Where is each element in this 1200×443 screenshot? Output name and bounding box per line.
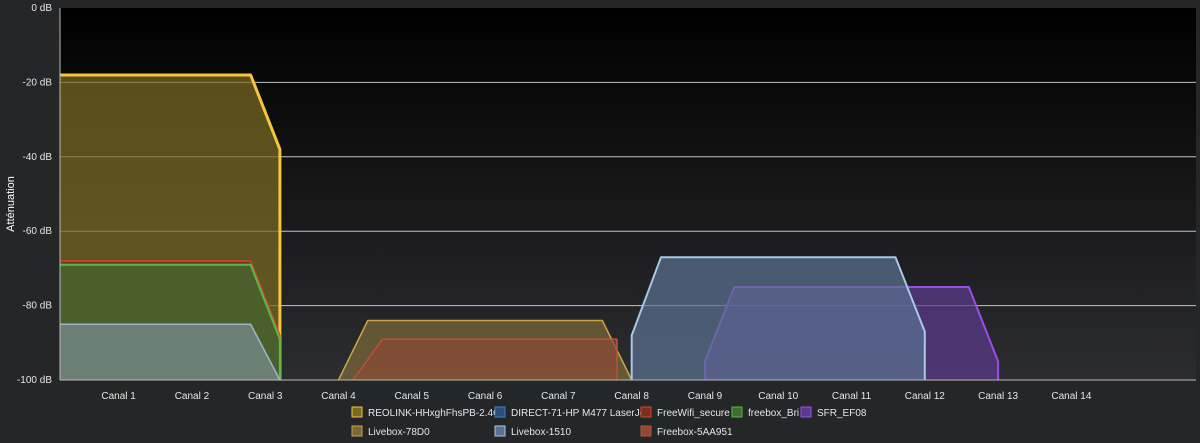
x-tick-label: Canal 6 xyxy=(468,391,503,402)
legend: REOLINK-HHxghFhsPB-2.4G DIRECT-71-HP M477… xyxy=(351,406,867,438)
y-tick-label: -60 dB xyxy=(23,226,53,237)
x-tick-label: Canal 9 xyxy=(688,391,723,402)
legend-label: SFR_EF08 xyxy=(817,408,867,419)
legend-label: Freebox-5AA951 xyxy=(657,427,733,438)
x-tick-labels: Canal 1 Canal 2 Canal 3 Canal 4 Canal 5 Canal… xyxy=(101,391,1091,402)
legend-label: Livebox-78D0 xyxy=(368,427,430,438)
series-8 xyxy=(60,323,281,381)
x-tick-label: Canal 5 xyxy=(395,391,430,402)
legend-item[interactable]: DIRECT-71-HP M477 LaserJet xyxy=(494,406,648,419)
x-tick-label: Canal 4 xyxy=(321,391,356,402)
x-tick-label: Canal 13 xyxy=(978,391,1018,402)
legend-label: freebox_Bri xyxy=(748,408,799,419)
legend-item[interactable]: FreeWifi_secure xyxy=(640,406,730,419)
legend-item[interactable]: REOLINK-HHxghFhsPB-2.4G xyxy=(351,406,501,419)
legend-label: Livebox-1510 xyxy=(511,427,571,438)
y-tick-labels: 0 dB -20 dB -40 dB -60 dB -80 dB -100 dB xyxy=(17,3,52,386)
legend-item[interactable]: Livebox-1510 xyxy=(494,425,571,438)
x-tick-label: Canal 1 xyxy=(101,391,136,402)
legend-swatch xyxy=(351,406,363,418)
series-7 xyxy=(352,338,618,381)
y-tick-label: -20 dB xyxy=(23,77,53,88)
series-areas xyxy=(60,73,1000,381)
legend-swatch xyxy=(731,406,743,418)
x-tick-label: Canal 7 xyxy=(541,391,576,402)
series-6 xyxy=(630,256,926,380)
legend-swatch xyxy=(494,406,506,418)
x-tick-label: Canal 3 xyxy=(248,391,283,402)
y-tick-label: -100 dB xyxy=(17,375,52,386)
x-tick-label: Canal 8 xyxy=(614,391,649,402)
y-tick-label: -80 dB xyxy=(23,301,53,312)
series-area xyxy=(631,257,925,380)
legend-label: DIRECT-71-HP M477 LaserJet xyxy=(511,408,648,419)
legend-item[interactable]: Livebox-78D0 xyxy=(351,425,430,438)
legend-item[interactable]: freebox_Bri xyxy=(731,406,799,419)
legend-swatch xyxy=(800,406,812,418)
x-tick-label: Canal 2 xyxy=(175,391,210,402)
x-tick-label: Canal 12 xyxy=(905,391,945,402)
x-tick-label: Canal 14 xyxy=(1051,391,1091,402)
legend-swatch xyxy=(640,425,652,437)
y-tick-label: -40 dB xyxy=(23,152,53,163)
legend-item[interactable]: Freebox-5AA951 xyxy=(640,425,733,438)
legend-label: FreeWifi_secure xyxy=(657,408,730,419)
legend-swatch xyxy=(640,406,652,418)
y-axis-title: Atténuation xyxy=(5,176,17,232)
legend-label: REOLINK-HHxghFhsPB-2.4G xyxy=(368,408,501,419)
series-line xyxy=(60,263,281,380)
series-area xyxy=(60,324,280,380)
legend-item[interactable]: SFR_EF08 xyxy=(800,406,867,419)
legend-swatch xyxy=(351,425,363,437)
legend-swatch xyxy=(494,425,506,437)
series-line xyxy=(630,256,926,380)
series-line xyxy=(352,338,618,381)
x-tick-label: Canal 10 xyxy=(758,391,798,402)
x-tick-label: Canal 11 xyxy=(832,391,872,402)
y-tick-label: 0 dB xyxy=(31,3,52,14)
series-area xyxy=(353,339,617,380)
series-line xyxy=(60,73,282,380)
series-line xyxy=(60,323,281,381)
